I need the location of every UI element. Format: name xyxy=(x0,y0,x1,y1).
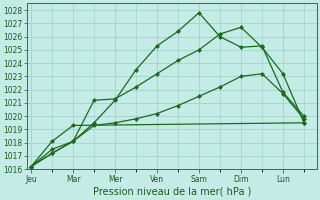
X-axis label: Pression niveau de la mer( hPa ): Pression niveau de la mer( hPa ) xyxy=(92,187,251,197)
